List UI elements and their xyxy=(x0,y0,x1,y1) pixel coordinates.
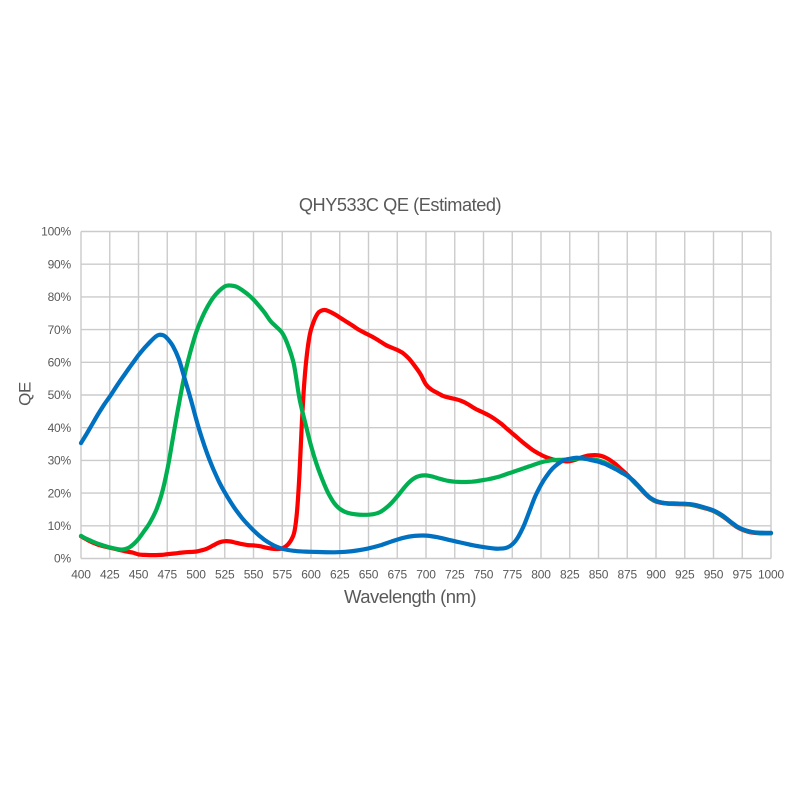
svg-text:70%: 70% xyxy=(48,323,72,337)
svg-text:650: 650 xyxy=(359,568,379,582)
svg-text:475: 475 xyxy=(158,568,178,582)
svg-text:10%: 10% xyxy=(48,519,72,533)
svg-text:575: 575 xyxy=(273,568,293,582)
svg-text:850: 850 xyxy=(589,568,609,582)
svg-text:QE: QE xyxy=(16,382,35,406)
svg-text:30%: 30% xyxy=(48,454,72,468)
svg-text:QHY533C QE (Estimated): QHY533C QE (Estimated) xyxy=(299,195,501,215)
svg-text:800: 800 xyxy=(531,568,551,582)
svg-text:80%: 80% xyxy=(48,290,72,304)
svg-text:775: 775 xyxy=(503,568,523,582)
svg-text:400: 400 xyxy=(71,568,91,582)
svg-text:500: 500 xyxy=(186,568,206,582)
svg-text:Wavelength (nm): Wavelength (nm) xyxy=(344,586,476,607)
svg-text:950: 950 xyxy=(704,568,724,582)
svg-text:875: 875 xyxy=(618,568,638,582)
svg-text:975: 975 xyxy=(733,568,753,582)
svg-text:60%: 60% xyxy=(48,356,72,370)
svg-text:675: 675 xyxy=(388,568,408,582)
svg-text:100%: 100% xyxy=(41,225,71,239)
svg-text:550: 550 xyxy=(244,568,264,582)
svg-text:750: 750 xyxy=(474,568,494,582)
svg-text:825: 825 xyxy=(560,568,580,582)
svg-text:0%: 0% xyxy=(54,552,71,566)
svg-text:725: 725 xyxy=(445,568,465,582)
svg-text:925: 925 xyxy=(675,568,695,582)
svg-text:900: 900 xyxy=(646,568,666,582)
svg-text:600: 600 xyxy=(301,568,321,582)
svg-text:525: 525 xyxy=(215,568,235,582)
svg-text:700: 700 xyxy=(416,568,436,582)
svg-text:1000: 1000 xyxy=(758,568,784,582)
svg-text:20%: 20% xyxy=(48,486,72,500)
svg-text:450: 450 xyxy=(129,568,149,582)
svg-text:425: 425 xyxy=(100,568,120,582)
svg-text:90%: 90% xyxy=(48,257,72,271)
svg-text:625: 625 xyxy=(330,568,350,582)
svg-text:50%: 50% xyxy=(48,388,72,402)
svg-text:40%: 40% xyxy=(48,421,72,435)
